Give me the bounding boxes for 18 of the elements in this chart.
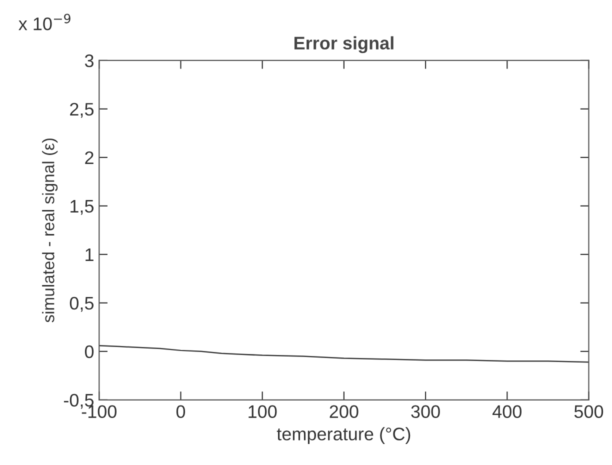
x-tick-label: 0 — [176, 405, 186, 418]
x-tick-label: 300 — [411, 405, 440, 418]
x-tick-label: 200 — [330, 405, 358, 418]
y-tick-label: 0 — [84, 345, 94, 358]
y-tick-label: 3 — [84, 54, 94, 68]
line-series — [99, 344, 589, 363]
y-tick-label: 2 — [85, 151, 94, 164]
text: x 10$^{−9}$ — [18, 14, 70, 30]
y-tick-label: 1,5 — [70, 200, 94, 215]
y-tick-label: 2,5 — [70, 102, 94, 118]
x-axis-title: temperature (°C) — [276, 427, 410, 444]
y-tick-label: 1 — [86, 248, 94, 261]
y-tick-label: 0,5 — [70, 296, 94, 312]
x-tick-label: 100 — [248, 405, 277, 418]
y-axis-title: simulated - real signal (ε) — [42, 138, 58, 322]
x-tick-label: 400 — [492, 405, 522, 418]
chart-title: Error signal — [294, 36, 394, 54]
x-tick-label: 500 — [574, 405, 604, 418]
